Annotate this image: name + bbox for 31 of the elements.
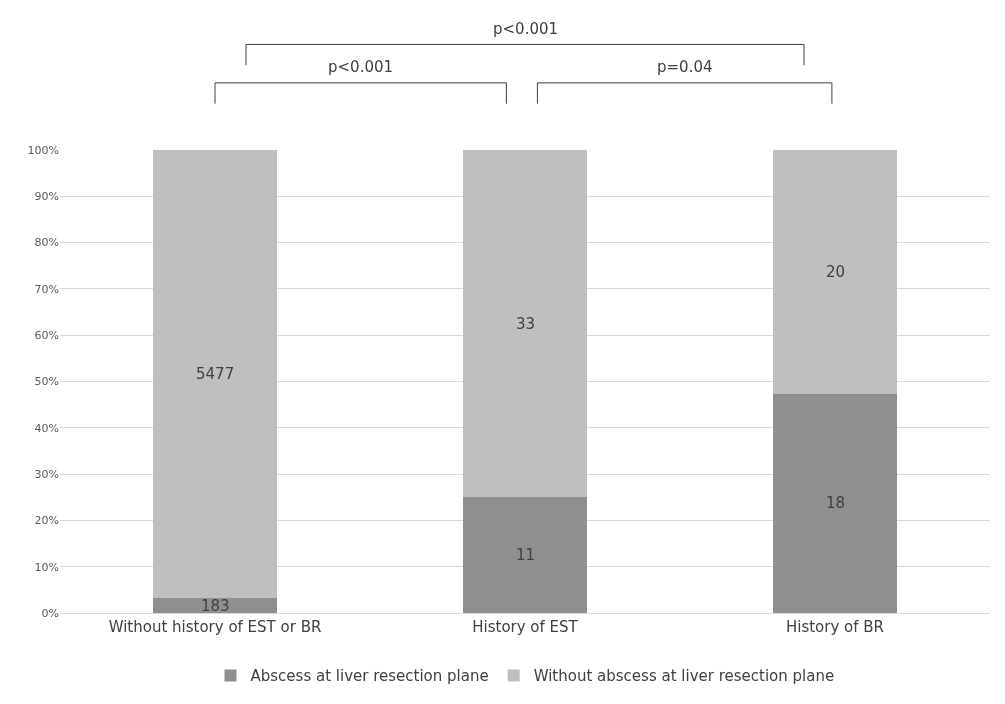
y-tick-label: 0% [41,606,59,620]
annotation: 11 [516,546,536,564]
bar [773,150,897,394]
text: p=0.04 [657,58,713,76]
annotation: 33 [516,315,536,333]
annotation: 20 [826,263,846,281]
annotation: 18 [826,494,846,512]
y-tick-label: 60% [34,329,59,343]
y-tick-label: 100% [27,143,59,157]
y-tick-label: 70% [34,282,59,296]
annotation: 5477 [196,365,235,383]
bar [153,150,277,599]
legend-label: Abscess at liver resection plane [250,667,489,686]
y-tick-label: 80% [34,236,59,250]
y-tick-label: 50% [34,375,59,389]
legend-label: Without abscess at liver resection plane [533,667,835,686]
x-tick-label: History of BR [785,618,885,636]
x-tick-label: History of EST [472,618,579,636]
bar [463,497,587,613]
annotation: 183 [201,597,230,615]
x-tick-label: Without history of EST or BR [108,618,322,636]
bar [773,393,897,613]
text: p<0.001 [493,20,559,38]
y-tick-label: 20% [34,514,59,528]
y-tick-label: 10% [34,560,59,574]
y-tick-label: 40% [34,421,59,435]
bar [153,598,277,613]
y-tick-label: 30% [34,467,59,481]
y-tick-label: 90% [34,190,59,204]
text: p<0.001 [328,58,394,76]
bar [463,150,587,498]
